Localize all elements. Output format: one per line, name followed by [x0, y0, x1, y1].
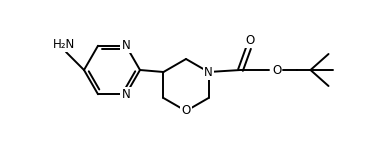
- Text: O: O: [181, 104, 191, 118]
- Text: N: N: [204, 65, 213, 78]
- Text: O: O: [245, 34, 254, 47]
- Text: N: N: [122, 39, 131, 52]
- Text: N: N: [122, 88, 131, 101]
- Text: O: O: [272, 63, 281, 76]
- Text: H₂N: H₂N: [53, 37, 75, 50]
